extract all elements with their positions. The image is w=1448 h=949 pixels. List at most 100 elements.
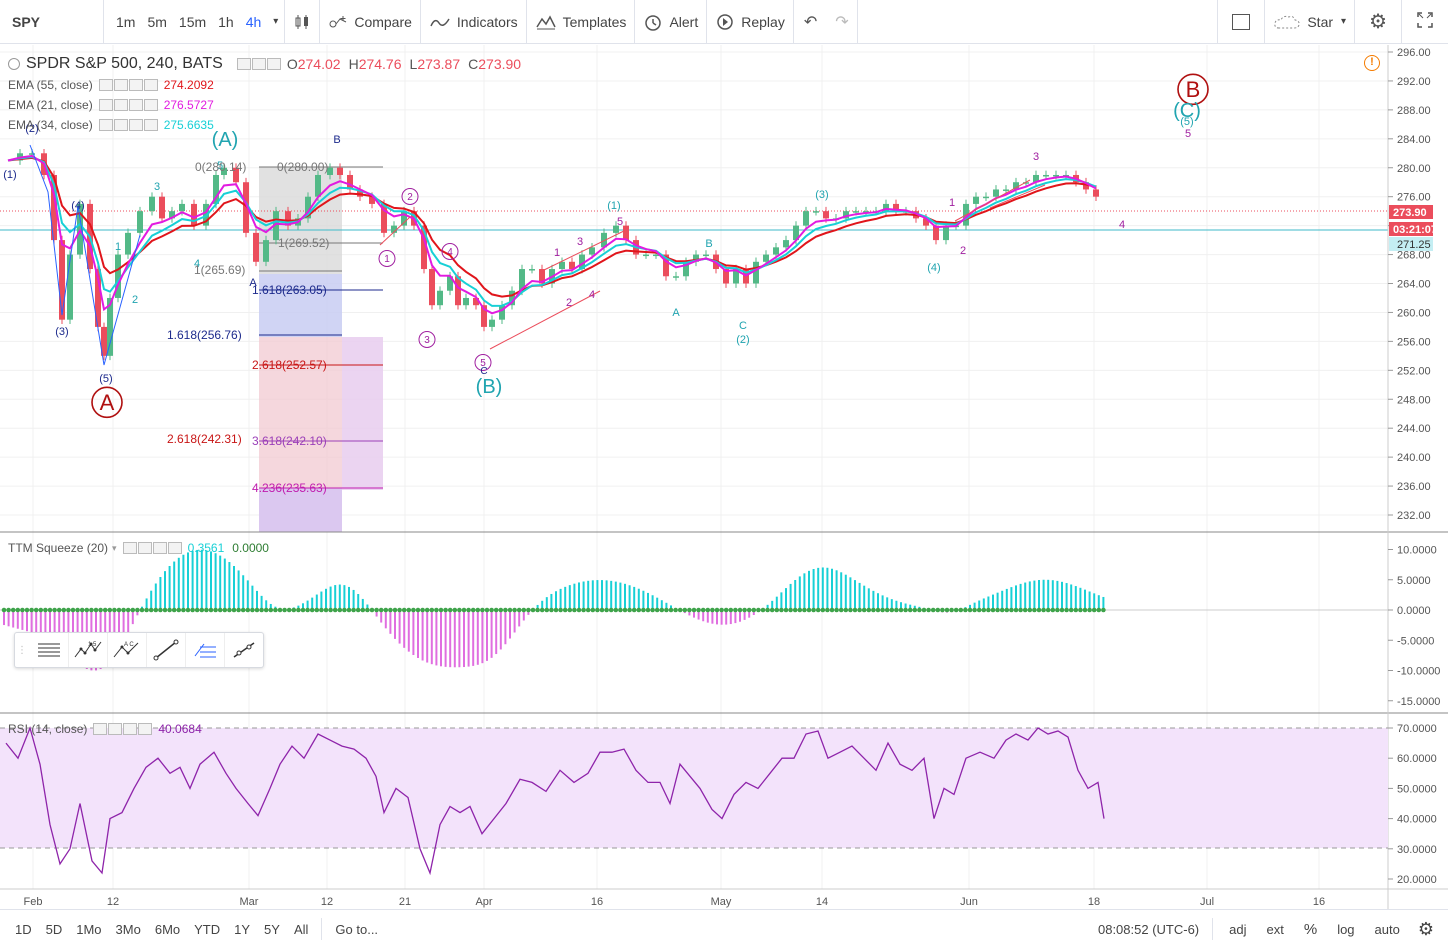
rsi-legend[interactable]: RSI (14, close) 40.0684	[8, 722, 202, 736]
undo-button[interactable]: ↶	[794, 0, 827, 44]
elliott-correction-icon[interactable]: A C	[107, 633, 146, 667]
interval-15m[interactable]: 15m	[178, 13, 207, 30]
ttm-dot	[286, 607, 292, 613]
symbol-search[interactable]: SPY	[0, 0, 104, 44]
ttm-dot	[871, 607, 876, 613]
templates-button[interactable]: Templates	[527, 0, 635, 44]
candle-body	[683, 261, 689, 277]
percent-toggle[interactable]: %	[1303, 920, 1318, 938]
clock-time[interactable]: 08:08:52 (UTC-6)	[1097, 921, 1200, 937]
ttm-dot	[466, 607, 471, 613]
candle-body	[59, 240, 65, 320]
range-6mo[interactable]: 6Mo	[154, 921, 181, 937]
interval-4h[interactable]: 4h	[245, 13, 262, 30]
chart-canvas[interactable]: AB(A)(B)(C)(1)(2)(3)(4)(5)BA3241512345C1…	[0, 45, 1448, 909]
ema21-buttons[interactable]	[98, 99, 158, 111]
chart-area[interactable]: A B (A) (B) (C) (1) (2) (3) (4) (5) B A 3 2 4 1 5 1 2 3 4 5 C 1…	[0, 45, 1448, 909]
warning-icon[interactable]: !	[1364, 55, 1380, 71]
wave-label: 3	[424, 335, 430, 346]
low-value: 273.87	[417, 56, 461, 72]
ext-toggle[interactable]: ext	[1266, 921, 1284, 937]
ttm-dot	[714, 607, 720, 613]
chart-style-button[interactable]	[285, 0, 319, 44]
wave-line	[29, 144, 141, 366]
price-tick-label: 256.00	[1397, 336, 1431, 348]
indicators-button[interactable]: Indicators	[421, 0, 526, 44]
interval-1h[interactable]: 1h	[218, 13, 234, 30]
ema34-legend[interactable]: EMA (34, close) 275.6635	[8, 118, 214, 132]
ttm-dot	[949, 607, 954, 613]
range-ytd[interactable]: YTD	[194, 921, 221, 937]
rsi-tick-label: 70.0000	[1397, 723, 1437, 735]
high-label: H	[348, 56, 359, 72]
candle-body	[519, 269, 525, 291]
ttm-dot	[691, 607, 697, 613]
fib-right-label: 1(269.52)	[278, 236, 330, 250]
ema55-legend[interactable]: EMA (55, close) 274.2092	[8, 78, 214, 92]
candle-body	[693, 254, 699, 262]
auto-toggle[interactable]: auto	[1374, 921, 1400, 937]
time-label: 16	[1313, 896, 1325, 908]
drag-handle[interactable]: ⋮	[17, 644, 27, 656]
trend-line-icon[interactable]	[146, 633, 185, 667]
ema34-value: 275.6635	[163, 118, 214, 132]
ttm-dot	[360, 607, 366, 613]
legend-buttons[interactable]	[236, 58, 281, 70]
fib-extension-icon[interactable]	[185, 633, 224, 667]
elliott-impulse-icon[interactable]: 1 5	[68, 633, 107, 667]
range-5y[interactable]: 5Y	[264, 921, 280, 937]
rsi-buttons[interactable]	[93, 723, 153, 735]
ema21-value: 276.5727	[163, 98, 214, 112]
range-3mo[interactable]: 3Mo	[115, 921, 141, 937]
candle-body	[893, 203, 899, 212]
ttm-dot	[447, 607, 453, 613]
ttm-legend[interactable]: TTM Squeeze (20) ▾ 0.3561 0.0000	[8, 541, 269, 555]
ttm-value-1: 0.3561	[187, 541, 225, 555]
interval-dropdown-chevron-icon[interactable]: ▾	[273, 16, 279, 27]
ttm-dot	[848, 607, 853, 613]
ttm-dot	[585, 607, 591, 613]
compare-button[interactable]: Compare	[320, 0, 420, 44]
wave-label: (4)	[71, 200, 84, 212]
ttm-dot	[530, 607, 536, 613]
goto-button[interactable]: Go to...	[335, 921, 379, 937]
fullscreen-button[interactable]	[1402, 0, 1448, 44]
ema21-legend[interactable]: EMA (21, close) 276.5727	[8, 98, 214, 112]
candle-body	[923, 218, 929, 226]
range-1mo[interactable]: 1Mo	[76, 921, 102, 937]
wave-label-big-a-circle	[91, 386, 123, 419]
indicators-label: Indicators	[456, 13, 518, 30]
range-5d[interactable]: 5D	[45, 921, 63, 937]
ttm-dot	[1073, 607, 1079, 613]
adj-toggle[interactable]: adj	[1229, 921, 1247, 937]
interval-1m[interactable]: 1m	[116, 13, 136, 30]
chart-settings-gear-icon[interactable]: ⚙	[1417, 918, 1434, 939]
ttm-dot	[733, 607, 738, 613]
ttm-buttons[interactable]	[122, 542, 182, 554]
candle-body	[391, 225, 397, 233]
ema55-buttons[interactable]	[98, 79, 158, 91]
drawing-toolbox[interactable]: ⋮ 1 5 A C	[14, 632, 264, 668]
range-1y[interactable]: 1Y	[234, 921, 251, 937]
price-tick-label: 240.00	[1397, 452, 1431, 464]
ema34-buttons[interactable]	[98, 119, 158, 131]
ttm-dot	[47, 607, 53, 613]
alert-button[interactable]: Alert	[635, 0, 706, 44]
ttm-dot	[452, 607, 458, 613]
candle-body	[1003, 189, 1009, 191]
fullscreen-layout-button[interactable]	[1218, 0, 1264, 44]
range-1d[interactable]: 1D	[15, 921, 32, 937]
ttm-dot	[917, 607, 922, 613]
fib-tool-icon[interactable]	[29, 633, 68, 667]
settings-button[interactable]: ⚙	[1355, 0, 1401, 44]
log-toggle[interactable]: log	[1337, 921, 1355, 937]
star-button[interactable]: Star ▾	[1265, 0, 1354, 44]
candle-body	[337, 167, 343, 175]
path-tool-icon[interactable]	[224, 633, 263, 667]
range-all[interactable]: All	[293, 921, 309, 937]
ttm-dot	[15, 607, 21, 613]
interval-5m[interactable]: 5m	[147, 13, 167, 30]
redo-button[interactable]: ↷	[827, 0, 856, 44]
ttm-dot	[843, 607, 849, 613]
replay-button[interactable]: Replay	[707, 0, 793, 44]
